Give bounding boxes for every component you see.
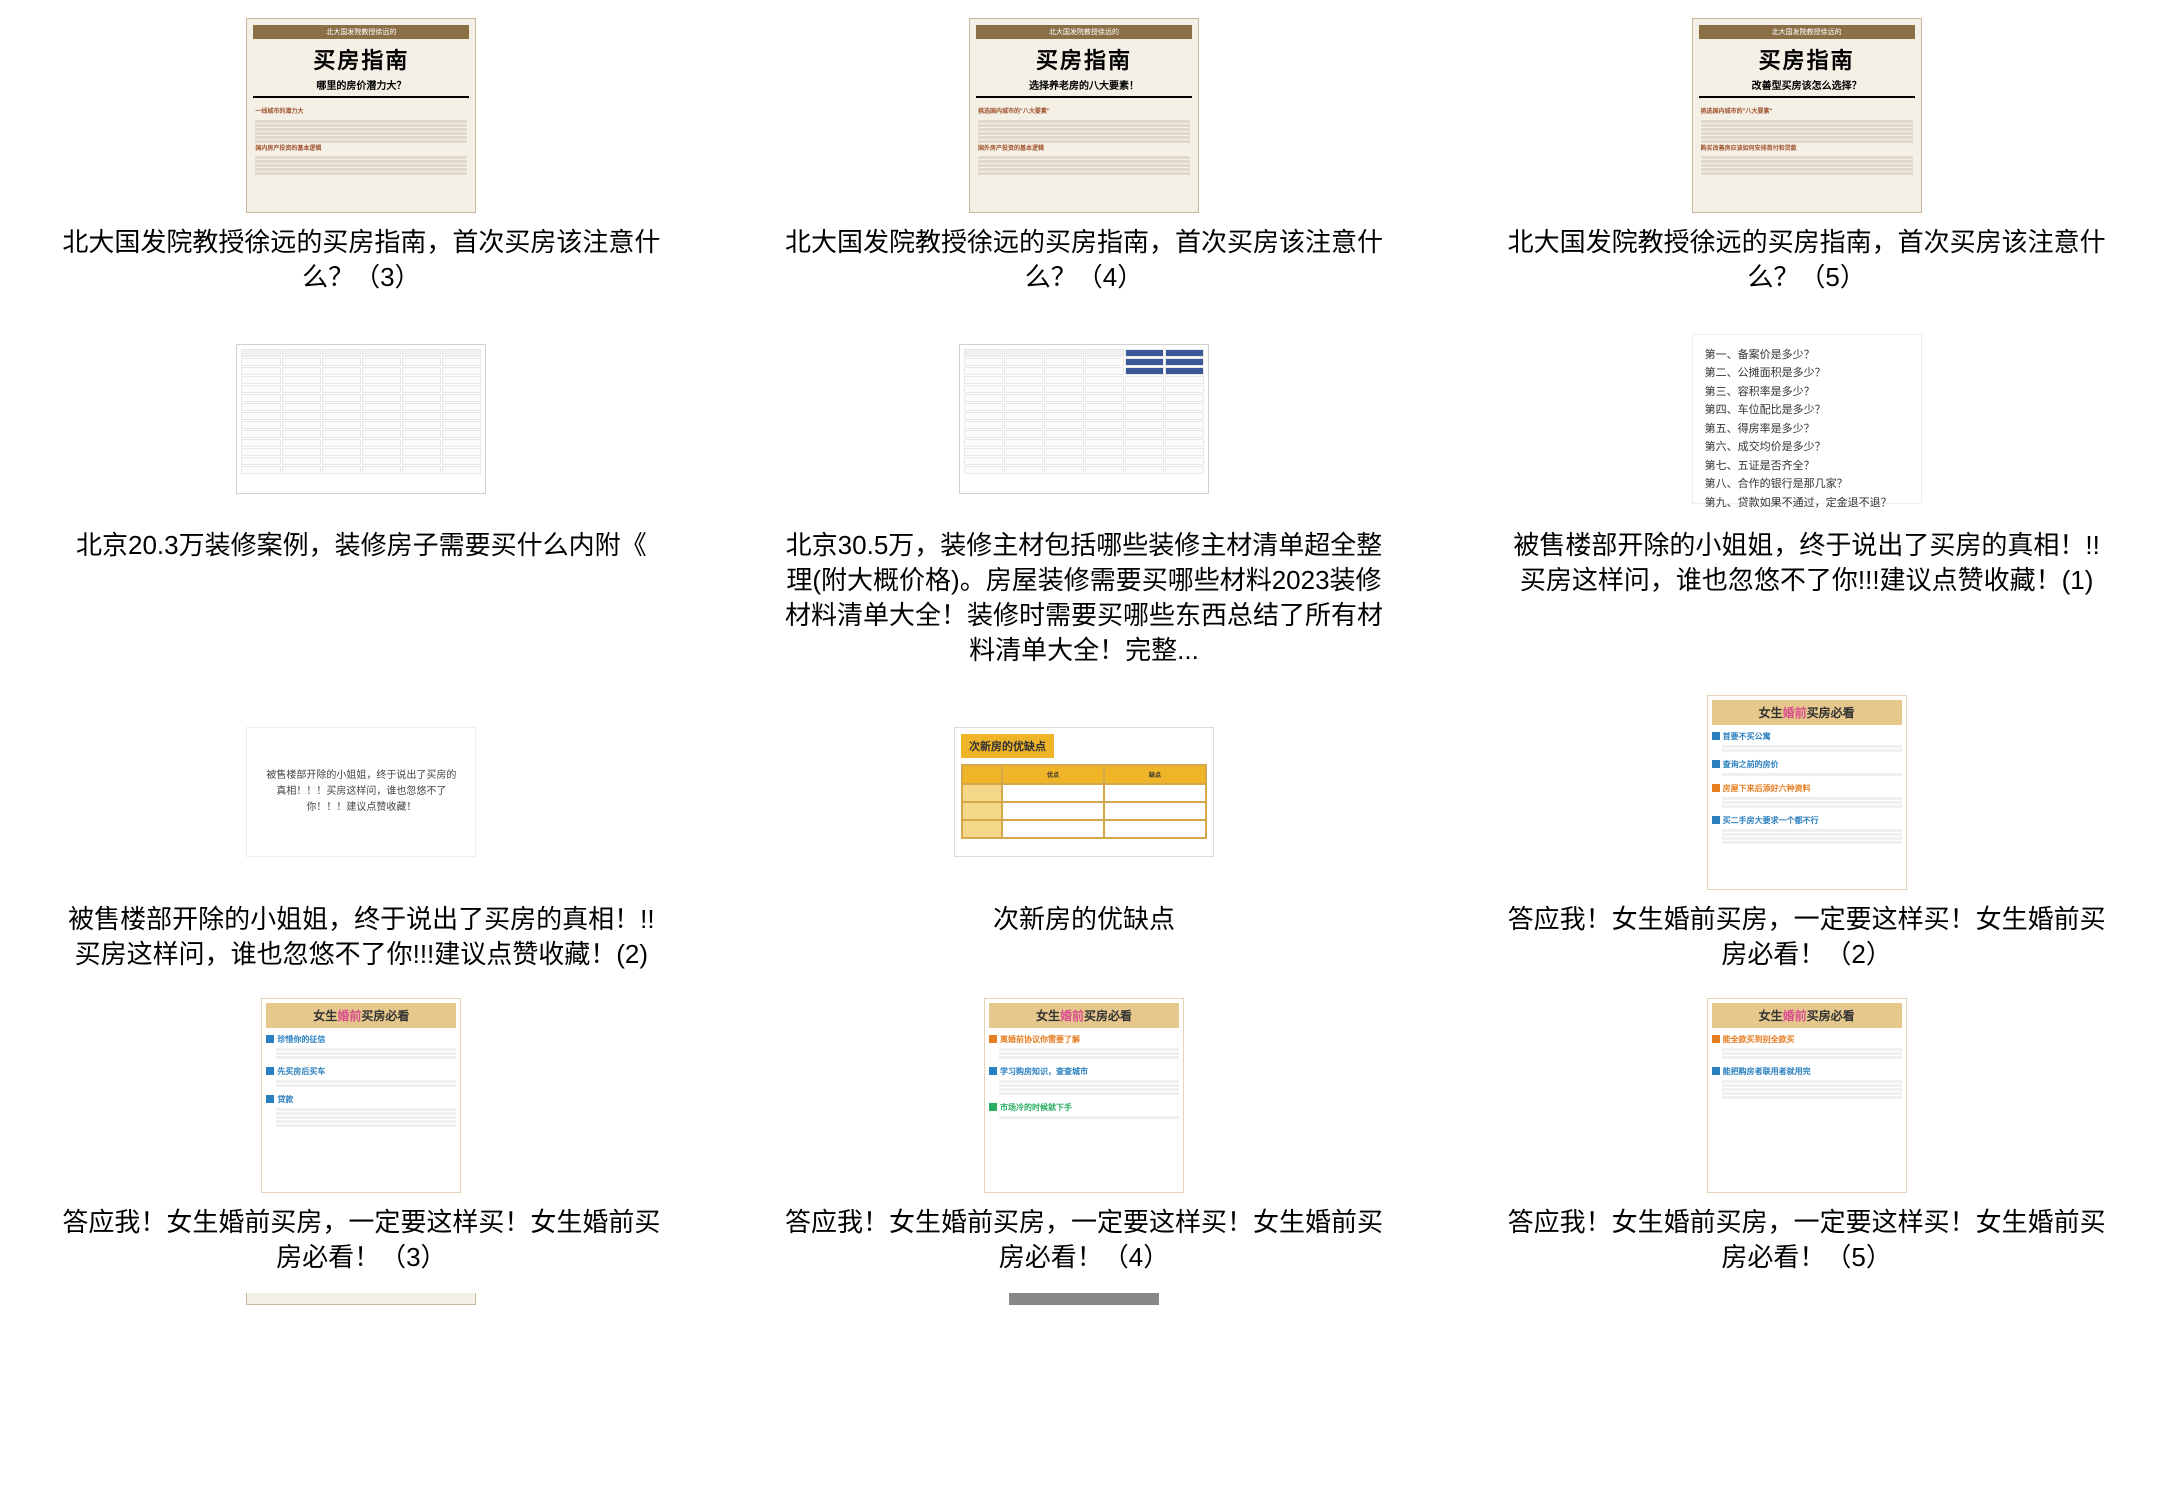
thumbnail-container: 第一、备案价是多少？第二、公摊面积是多少？第三、容积率是多少？第四、车位配比是多… [1677,321,1937,516]
item-caption: 北京20.3万装修案例，装修房子需要买什么内附《 [76,528,647,563]
item-caption: 北大国发院教授徐远的买房指南，首次买房该注意什么？（5） [1507,225,2107,295]
item-caption: 答应我！女生婚前买房，一定要这样买！女生婚前买房必看！（4） [784,1205,1384,1275]
gallery-item[interactable]: 北大国发院教授徐远的买房指南哪里的房价潜力大？一线城市的潜力大国内房产投资的基本… [10,10,713,303]
thumbnail-container: 北大国发院教授徐远的买房指南哪里的房价潜力大？一线城市的潜力大国内房产投资的基本… [231,18,491,213]
thumbnail-grid: 北大国发院教授徐远的买房指南哪里的房价潜力大？一线城市的潜力大国内房产投资的基本… [0,10,2168,1313]
gallery-item[interactable]: 北大国发院教授徐远的买房指南选择养老房的八大要素！挑选国内城市的"八大要素"国外… [733,10,1436,303]
item-caption: 北京30.5万，装修主材包括哪些装修主材清单超全整理(附大概价格)。房屋装修需要… [784,528,1384,668]
item-caption: 北大国发院教授徐远的买房指南，首次买房该注意什么？（3） [61,225,661,295]
thumbnail-container: 女生婚前买房必看首要不买公寓查询之前的房价房屋下来后添好六种资料买二手房大要求一… [1677,695,1937,890]
partial-item [10,1293,713,1313]
item-caption: 被售楼部开除的小姐姐，终于说出了买房的真相！!!买房这样问，谁也忽悠不了你!!!… [61,902,661,972]
thumbnail-container: 被售楼部开除的小姐姐，终于说出了买房的真相！！！买房这样问，谁也忽悠不了你！！！… [231,695,491,890]
item-caption: 北大国发院教授徐远的买房指南，首次买房该注意什么？（4） [784,225,1384,295]
item-caption: 被售楼部开除的小姐姐，终于说出了买房的真相！!!买房这样问，谁也忽悠不了你!!!… [1507,528,2107,598]
spreadsheet-thumbnail [236,344,486,494]
thumbnail-container [954,321,1214,516]
thumbnail-container: 女生婚前买房必看离婚前协议你需要了解学习购房知识，查查城市市场冷的时候就下手 [954,998,1214,1193]
gallery-item[interactable]: 北大国发院教授徐远的买房指南改善型买房该怎么选择？挑选国内城市的"八大要素"购买… [1455,10,2158,303]
thumbnail-container [231,321,491,516]
tips-thumbnail: 女生婚前买房必看珍惜你的征信先买房后买车贷款 [261,998,461,1193]
gallery-item[interactable]: 北京20.3万装修案例，装修房子需要买什么内附《 [10,313,713,676]
tips-thumbnail: 女生婚前买房必看离婚前协议你需要了解学习购房知识，查查城市市场冷的时候就下手 [984,998,1184,1193]
thumbnail-container: 北大国发院教授徐远的买房指南选择养老房的八大要素！挑选国内城市的"八大要素"国外… [954,18,1214,213]
partial-item [733,1293,1436,1313]
thumbnail-container: 女生婚前买房必看能全款买到别全款买能把购房者联用者就用完 [1677,998,1937,1193]
gallery-item[interactable]: 女生婚前买房必看能全款买到别全款买能把购房者联用者就用完答应我！女生婚前买房，一… [1455,990,2158,1283]
thumbnail-container: 次新房的优缺点优点缺点 [954,695,1214,890]
gallery-item[interactable]: 女生婚前买房必看珍惜你的征信先买房后买车贷款答应我！女生婚前买房，一定要这样买！… [10,990,713,1283]
gallery-item[interactable]: 被售楼部开除的小姐姐，终于说出了买房的真相！！！买房这样问，谁也忽悠不了你！！！… [10,687,713,980]
guide-thumbnail: 北大国发院教授徐远的买房指南改善型买房该怎么选择？挑选国内城市的"八大要素"购买… [1692,18,1922,213]
spreadsheet-thumbnail [959,344,1209,494]
thumbnail-container: 北大国发院教授徐远的买房指南改善型买房该怎么选择？挑选国内城市的"八大要素"购买… [1677,18,1937,213]
table-thumbnail: 次新房的优缺点优点缺点 [954,727,1214,857]
item-caption: 答应我！女生婚前买房，一定要这样买！女生婚前买房必看！（3） [61,1205,661,1275]
guide-thumbnail: 北大国发院教授徐远的买房指南哪里的房价潜力大？一线城市的潜力大国内房产投资的基本… [246,18,476,213]
item-caption: 答应我！女生婚前买房，一定要这样买！女生婚前买房必看！（2） [1507,902,2107,972]
guide-thumbnail: 北大国发院教授徐远的买房指南选择养老房的八大要素！挑选国内城市的"八大要素"国外… [969,18,1199,213]
gallery-item[interactable]: 第一、备案价是多少？第二、公摊面积是多少？第三、容积率是多少？第四、车位配比是多… [1455,313,2158,676]
gallery-item[interactable]: 女生婚前买房必看离婚前协议你需要了解学习购房知识，查查城市市场冷的时候就下手答应… [733,990,1436,1283]
tips-thumbnail: 女生婚前买房必看首要不买公寓查询之前的房价房屋下来后添好六种资料买二手房大要求一… [1707,695,1907,890]
item-caption: 次新房的优缺点 [993,902,1175,937]
gallery-item[interactable]: 女生婚前买房必看首要不买公寓查询之前的房价房屋下来后添好六种资料买二手房大要求一… [1455,687,2158,980]
question-list-thumbnail: 第一、备案价是多少？第二、公摊面积是多少？第三、容积率是多少？第四、车位配比是多… [1692,334,1922,504]
item-caption: 答应我！女生婚前买房，一定要这样买！女生婚前买房必看！（5） [1507,1205,2107,1275]
gallery-item[interactable]: 次新房的优缺点优点缺点次新房的优缺点 [733,687,1436,980]
text-thumbnail: 被售楼部开除的小姐姐，终于说出了买房的真相！！！买房这样问，谁也忽悠不了你！！！… [246,727,476,857]
tips-thumbnail: 女生婚前买房必看能全款买到别全款买能把购房者联用者就用完 [1707,998,1907,1193]
gallery-item[interactable]: 北京30.5万，装修主材包括哪些装修主材清单超全整理(附大概价格)。房屋装修需要… [733,313,1436,676]
thumbnail-container: 女生婚前买房必看珍惜你的征信先买房后买车贷款 [231,998,491,1193]
